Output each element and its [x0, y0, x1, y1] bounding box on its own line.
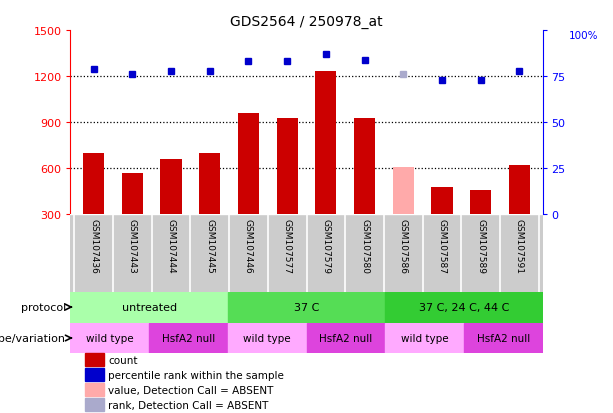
- Text: genotype/variation: genotype/variation: [0, 333, 66, 343]
- Bar: [122, 173, 143, 215]
- Bar: [385, 323, 464, 354]
- Text: GSM107580: GSM107580: [360, 218, 369, 273]
- Bar: [238, 114, 259, 215]
- Text: value, Detection Call = ABSENT: value, Detection Call = ABSENT: [109, 385, 273, 395]
- Bar: [85, 383, 104, 396]
- Text: GSM107577: GSM107577: [283, 218, 292, 273]
- Text: GSM107587: GSM107587: [438, 218, 446, 273]
- Bar: [228, 292, 385, 323]
- Title: GDS2564 / 250978_at: GDS2564 / 250978_at: [230, 14, 383, 28]
- Text: GSM107591: GSM107591: [515, 218, 524, 273]
- Text: 37 C, 24 C, 44 C: 37 C, 24 C, 44 C: [419, 302, 509, 312]
- Text: rank, Detection Call = ABSENT: rank, Detection Call = ABSENT: [109, 400, 268, 410]
- Bar: [85, 398, 104, 411]
- Bar: [70, 292, 228, 323]
- Text: wild type: wild type: [243, 333, 291, 343]
- Bar: [385, 292, 543, 323]
- Text: GSM107579: GSM107579: [321, 218, 330, 273]
- Bar: [432, 187, 452, 215]
- Text: 37 C: 37 C: [294, 302, 319, 312]
- Text: GSM107445: GSM107445: [205, 218, 215, 273]
- Bar: [306, 323, 385, 354]
- Bar: [161, 159, 181, 215]
- Bar: [70, 323, 149, 354]
- Bar: [354, 118, 375, 215]
- Bar: [199, 154, 221, 215]
- Text: GSM107589: GSM107589: [476, 218, 485, 273]
- Text: GSM107443: GSM107443: [128, 218, 137, 273]
- Bar: [276, 118, 298, 215]
- Text: protocol: protocol: [20, 302, 66, 312]
- Text: HsfA2 null: HsfA2 null: [319, 333, 373, 343]
- Bar: [85, 368, 104, 381]
- Bar: [315, 72, 337, 215]
- Text: 100%: 100%: [568, 31, 598, 41]
- Bar: [228, 323, 306, 354]
- Text: wild type: wild type: [401, 333, 448, 343]
- Text: GSM107444: GSM107444: [167, 218, 175, 273]
- Text: GSM107586: GSM107586: [398, 218, 408, 273]
- Bar: [83, 154, 104, 215]
- Bar: [509, 166, 530, 215]
- Text: untreated: untreated: [121, 302, 177, 312]
- Text: HsfA2 null: HsfA2 null: [476, 333, 530, 343]
- Bar: [464, 323, 543, 354]
- Text: HsfA2 null: HsfA2 null: [162, 333, 215, 343]
- Text: GSM107446: GSM107446: [244, 218, 253, 273]
- Bar: [392, 167, 414, 215]
- Bar: [85, 354, 104, 366]
- Bar: [470, 190, 491, 215]
- Text: GSM107436: GSM107436: [89, 218, 98, 273]
- Text: wild type: wild type: [86, 333, 134, 343]
- Text: percentile rank within the sample: percentile rank within the sample: [109, 370, 284, 380]
- Text: count: count: [109, 355, 138, 365]
- Bar: [149, 323, 228, 354]
